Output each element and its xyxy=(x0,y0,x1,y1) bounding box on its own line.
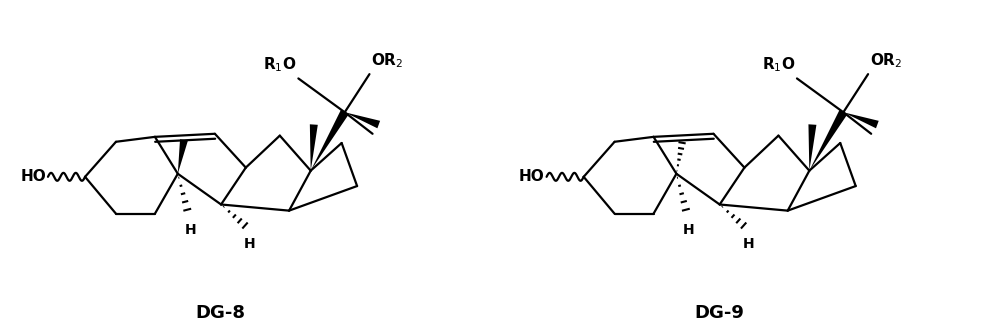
Text: R$_1$O: R$_1$O xyxy=(263,56,296,74)
Text: H: H xyxy=(244,237,255,251)
Text: DG-8: DG-8 xyxy=(196,304,246,322)
Text: HO: HO xyxy=(20,169,46,184)
Text: DG-9: DG-9 xyxy=(694,304,744,322)
Text: H: H xyxy=(683,223,695,237)
Polygon shape xyxy=(808,124,816,171)
Polygon shape xyxy=(345,112,380,128)
Text: OR$_2$: OR$_2$ xyxy=(371,52,404,70)
Text: OR$_2$: OR$_2$ xyxy=(870,52,903,70)
Text: HO: HO xyxy=(519,169,545,184)
Polygon shape xyxy=(311,110,349,171)
Polygon shape xyxy=(843,112,879,128)
Polygon shape xyxy=(809,110,847,171)
Text: H: H xyxy=(184,223,196,237)
Polygon shape xyxy=(178,139,188,174)
Polygon shape xyxy=(310,124,318,171)
Text: H: H xyxy=(742,237,754,251)
Text: R$_1$O: R$_1$O xyxy=(762,56,795,74)
